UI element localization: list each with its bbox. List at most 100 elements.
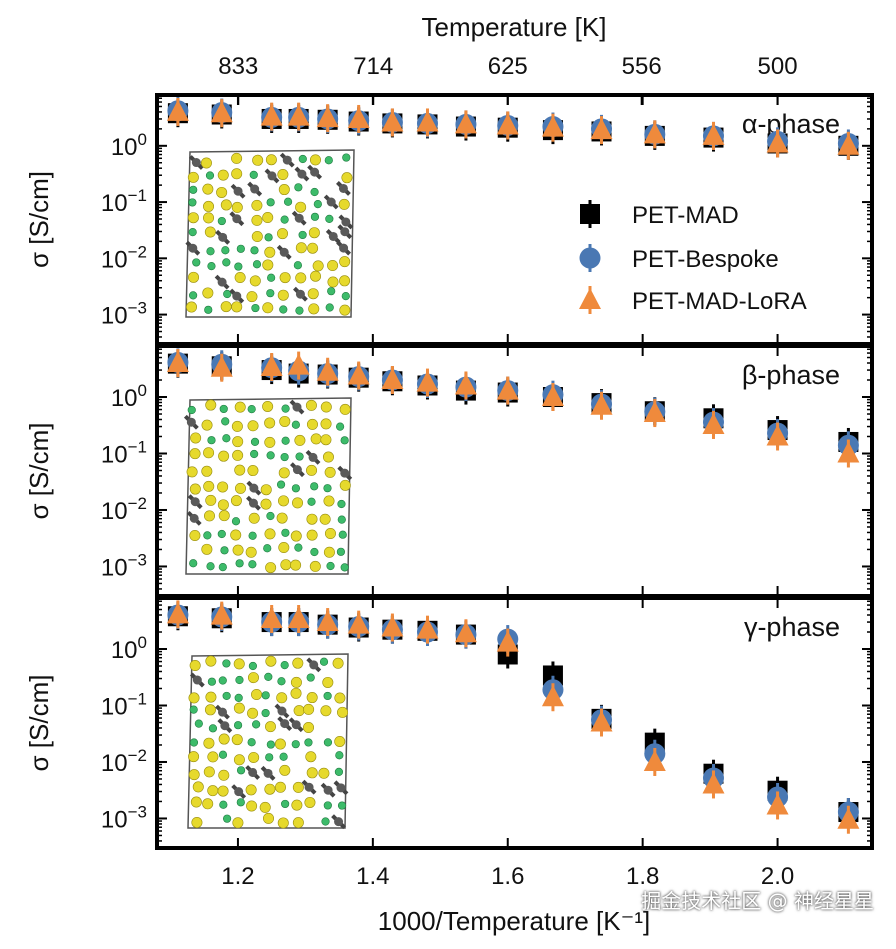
sulfur-atom	[320, 418, 332, 430]
sulfur-atom	[277, 169, 289, 181]
lithium-atom	[306, 673, 315, 682]
lithium-atom	[189, 559, 198, 568]
sulfur-atom	[217, 499, 229, 511]
triangle-marker	[316, 610, 339, 632]
lithium-atom	[294, 183, 303, 192]
sulfur-atom	[264, 417, 276, 429]
top-axis-tick-label: 556	[622, 53, 662, 80]
sulfur-atom	[263, 812, 275, 824]
sulfur-atom	[320, 434, 332, 446]
top-axis-title: Temperature [K]	[422, 12, 607, 42]
sulfur-atom	[292, 817, 304, 829]
legend-label: PET-Bespoke	[632, 246, 779, 273]
lithium-atom	[248, 531, 257, 540]
sulfur-atom	[334, 735, 346, 747]
sulfur-atom	[251, 214, 263, 226]
sulfur-atom	[187, 171, 199, 183]
lithium-atom	[325, 214, 334, 223]
sulfur-atom	[231, 152, 243, 164]
y-tick-label: 100	[111, 381, 147, 412]
sulfur-atom	[203, 447, 215, 459]
triangle-marker	[590, 118, 613, 140]
lithium-atom	[219, 404, 228, 414]
legend-label: PET-MAD-LoRA	[632, 288, 807, 315]
sulfur-atom	[291, 799, 303, 811]
sulfur-atom	[259, 801, 271, 813]
sulfur-atom	[247, 672, 259, 684]
panel-frame	[155, 596, 874, 850]
triangle-marker	[260, 606, 283, 628]
data-point	[416, 368, 439, 397]
y-tick-label: 10−3	[101, 299, 147, 330]
data-point	[166, 97, 189, 126]
sulfur-atom	[233, 658, 245, 670]
sulfur-atom	[306, 767, 318, 779]
sulfur-atom	[186, 466, 198, 478]
y-axis-title: σ [S/cm]	[24, 675, 54, 772]
lithium-atom	[280, 452, 289, 462]
sulfur-atom	[187, 212, 199, 224]
sulfur-atom	[277, 817, 289, 829]
sulfur-atom	[189, 659, 201, 671]
lithium-atom	[221, 246, 230, 255]
phosphorus-atom	[279, 247, 289, 257]
lithium-atom	[281, 799, 290, 809]
lithium-atom	[341, 292, 350, 301]
data-point	[590, 708, 613, 737]
sulfur-atom	[246, 800, 258, 812]
lithium-atom	[221, 417, 230, 426]
lithium-atom	[248, 661, 258, 671]
phosphorus-atom	[248, 767, 258, 777]
data-point	[316, 608, 339, 637]
sulfur-atom	[260, 498, 272, 510]
sulfur-atom	[318, 767, 330, 779]
sulfur-atom	[264, 783, 276, 795]
sulfur-atom	[216, 186, 228, 198]
lithium-atom	[340, 436, 349, 445]
data-point	[766, 129, 789, 158]
unit-cell-outline	[187, 653, 349, 829]
sulfur-atom	[217, 169, 229, 181]
lithium-atom	[235, 675, 244, 685]
phosphorus-atom	[233, 186, 243, 196]
phosphorus-atom	[291, 720, 301, 730]
phosphorus-atom	[334, 817, 344, 827]
x-tick-label: 1.8	[626, 863, 659, 890]
sulfur-atom	[264, 246, 276, 258]
sulfur-atom	[207, 751, 219, 763]
data-point	[541, 683, 564, 712]
sulfur-atom	[235, 482, 247, 494]
sulfur-atom	[310, 270, 322, 282]
sulfur-atom	[231, 168, 243, 180]
lithium-atom	[235, 559, 244, 568]
sulfur-atom	[218, 733, 230, 745]
x-tick-label: 1.4	[356, 863, 389, 890]
bottom-axis-title: 1000/Temperature [K⁻¹]	[378, 906, 650, 936]
lithium-atom	[252, 260, 262, 269]
sulfur-atom	[247, 707, 259, 719]
sulfur-atom	[205, 399, 217, 411]
phosphorus-atom	[308, 452, 318, 462]
lithium-atom	[220, 546, 229, 555]
sulfur-atom	[320, 705, 332, 717]
sulfur-atom	[322, 451, 334, 463]
triangle-marker	[454, 373, 477, 395]
sulfur-atom	[290, 687, 302, 699]
triangle-marker	[287, 353, 310, 375]
sulfur-atom	[203, 737, 215, 749]
triangle-marker	[166, 351, 189, 373]
data-point	[260, 352, 283, 381]
bottom-axis: 1.2 1.4 1.6 1.8 2.0	[221, 863, 794, 890]
data-point	[643, 399, 666, 428]
sulfur-atom	[277, 228, 289, 240]
sulfur-atom	[322, 676, 334, 688]
sulfur-atom	[280, 559, 292, 571]
sulfur-atom	[292, 497, 304, 509]
sulfur-atom	[232, 817, 244, 829]
y-tick-label: 10−2	[101, 746, 147, 777]
lithium-atom	[222, 434, 231, 443]
sulfur-atom	[292, 781, 304, 793]
sulfur-atom	[203, 510, 215, 522]
top-axis-tick-label: 714	[353, 53, 393, 80]
